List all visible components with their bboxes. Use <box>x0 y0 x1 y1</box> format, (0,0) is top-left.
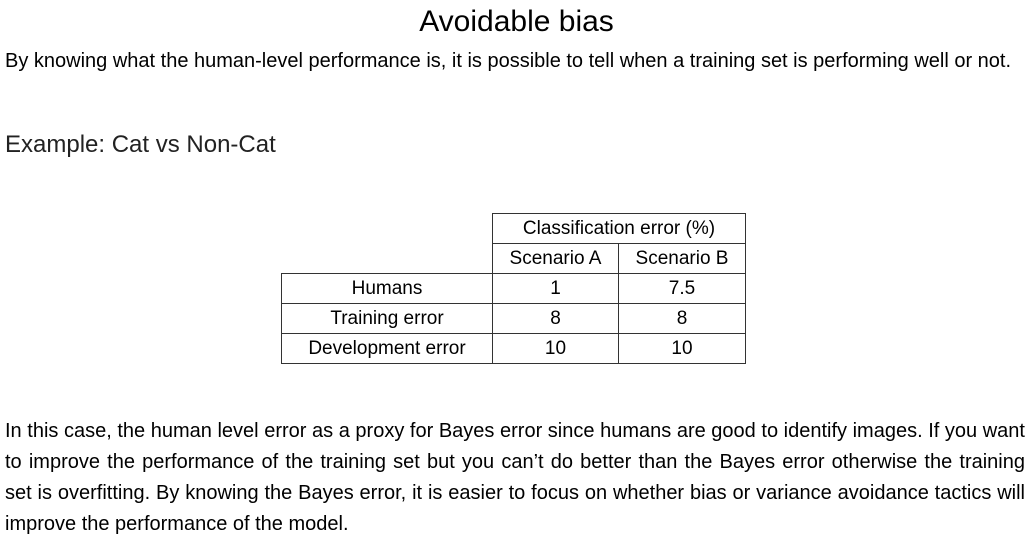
row-label-training-error: Training error <box>281 303 493 334</box>
empty-corner-cell <box>282 244 493 274</box>
table-cell: 8 <box>492 303 619 334</box>
table-cell: 1 <box>492 273 619 304</box>
empty-corner-cell <box>282 214 493 244</box>
table-row: Development error 10 10 <box>281 333 746 364</box>
column-header-scenario-b: Scenario B <box>618 243 746 274</box>
group-header-cell: Classification error (%) <box>492 213 746 244</box>
classification-error-table: Classification error (%) Scenario A Scen… <box>281 213 746 364</box>
row-label-humans: Humans <box>281 273 493 304</box>
table-subheader-row: Scenario A Scenario B <box>282 243 746 274</box>
example-heading: Example: Cat vs Non-Cat <box>5 131 276 158</box>
table-cell: 10 <box>618 333 746 364</box>
table-row: Training error 8 8 <box>281 303 746 334</box>
intro-paragraph: By knowing what the human-level performa… <box>5 50 1012 72</box>
page-title: Avoidable bias <box>419 5 614 38</box>
column-header-scenario-a: Scenario A <box>492 243 619 274</box>
table-row: Humans 1 7.5 <box>281 273 746 304</box>
conclusion-paragraph: In this case, the human level error as a… <box>5 420 1025 535</box>
table-cell: 7.5 <box>618 273 746 304</box>
table-cell: 10 <box>492 333 619 364</box>
table-header-row: Classification error (%) <box>282 213 746 244</box>
table-cell: 8 <box>618 303 746 334</box>
row-label-development-error: Development error <box>281 333 493 364</box>
